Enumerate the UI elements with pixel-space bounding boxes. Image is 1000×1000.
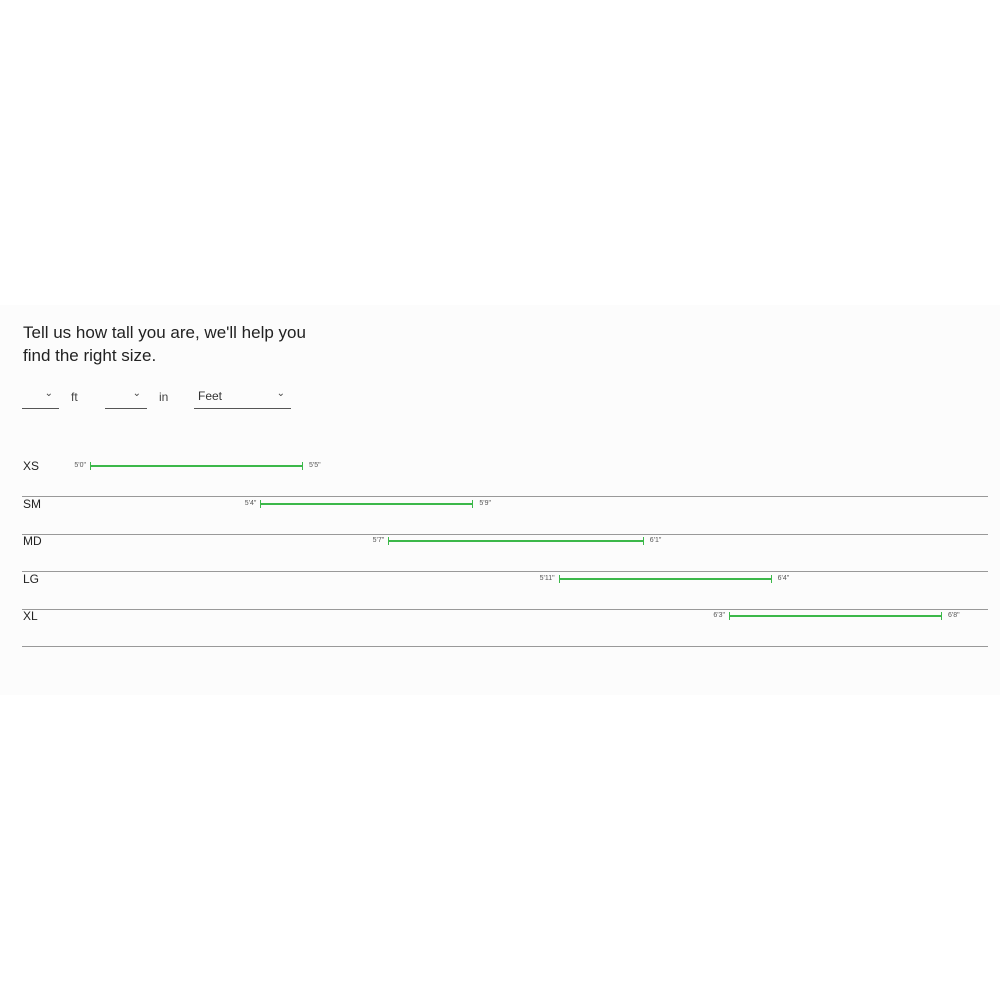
min-height-label: 6'3" xyxy=(713,612,725,620)
size-row-md: MD 5'7" 6'1" xyxy=(22,534,988,573)
max-height-label: 6'1" xyxy=(649,537,662,545)
feet-unit-label: ft xyxy=(71,390,78,404)
min-height-label: 5'4" xyxy=(244,499,257,507)
size-row-xl: XL 6'3" 6'8" xyxy=(22,609,988,648)
size-row-xs: XS 5'0" 5'5" xyxy=(22,459,988,497)
min-height-label: 5'11" xyxy=(539,574,555,582)
min-height-label: 5'7" xyxy=(372,537,385,545)
size-label: SM xyxy=(23,496,41,511)
max-height-label: 5'9" xyxy=(479,499,491,507)
heading: Tell us how tall you are, we'll help you… xyxy=(23,323,306,365)
max-height-label: 6'8" xyxy=(948,612,960,620)
chevron-down-icon: ⌄ xyxy=(132,388,141,399)
height-range-bar xyxy=(388,537,644,546)
inches-unit-label: in xyxy=(159,390,169,404)
height-range-bar xyxy=(90,462,303,470)
unit-select-value: Feet xyxy=(198,389,223,403)
feet-select[interactable]: ⌄ xyxy=(22,386,59,409)
unit-select[interactable]: Feet ⌄ xyxy=(194,386,291,409)
size-label: MD xyxy=(23,534,42,549)
size-label: XL xyxy=(23,609,38,624)
max-height-label: 5'5" xyxy=(309,462,321,469)
height-range-bar xyxy=(729,612,942,621)
size-finder-panel xyxy=(0,305,1000,695)
height-range-bar xyxy=(558,574,772,583)
min-height-label: 5'0" xyxy=(74,462,86,469)
max-height-label: 6'4" xyxy=(777,574,790,582)
size-label: XS xyxy=(23,459,40,473)
chevron-down-icon: ⌄ xyxy=(276,388,285,399)
size-row-sm: SM 5'4" 5'9" xyxy=(22,497,988,535)
height-range-bar xyxy=(260,499,474,508)
chevron-down-icon: ⌄ xyxy=(44,388,53,399)
size-row-lg: LG 5'11" 6'4" xyxy=(22,572,988,610)
inches-select[interactable]: ⌄ xyxy=(105,386,147,409)
size-label: LG xyxy=(23,571,40,586)
